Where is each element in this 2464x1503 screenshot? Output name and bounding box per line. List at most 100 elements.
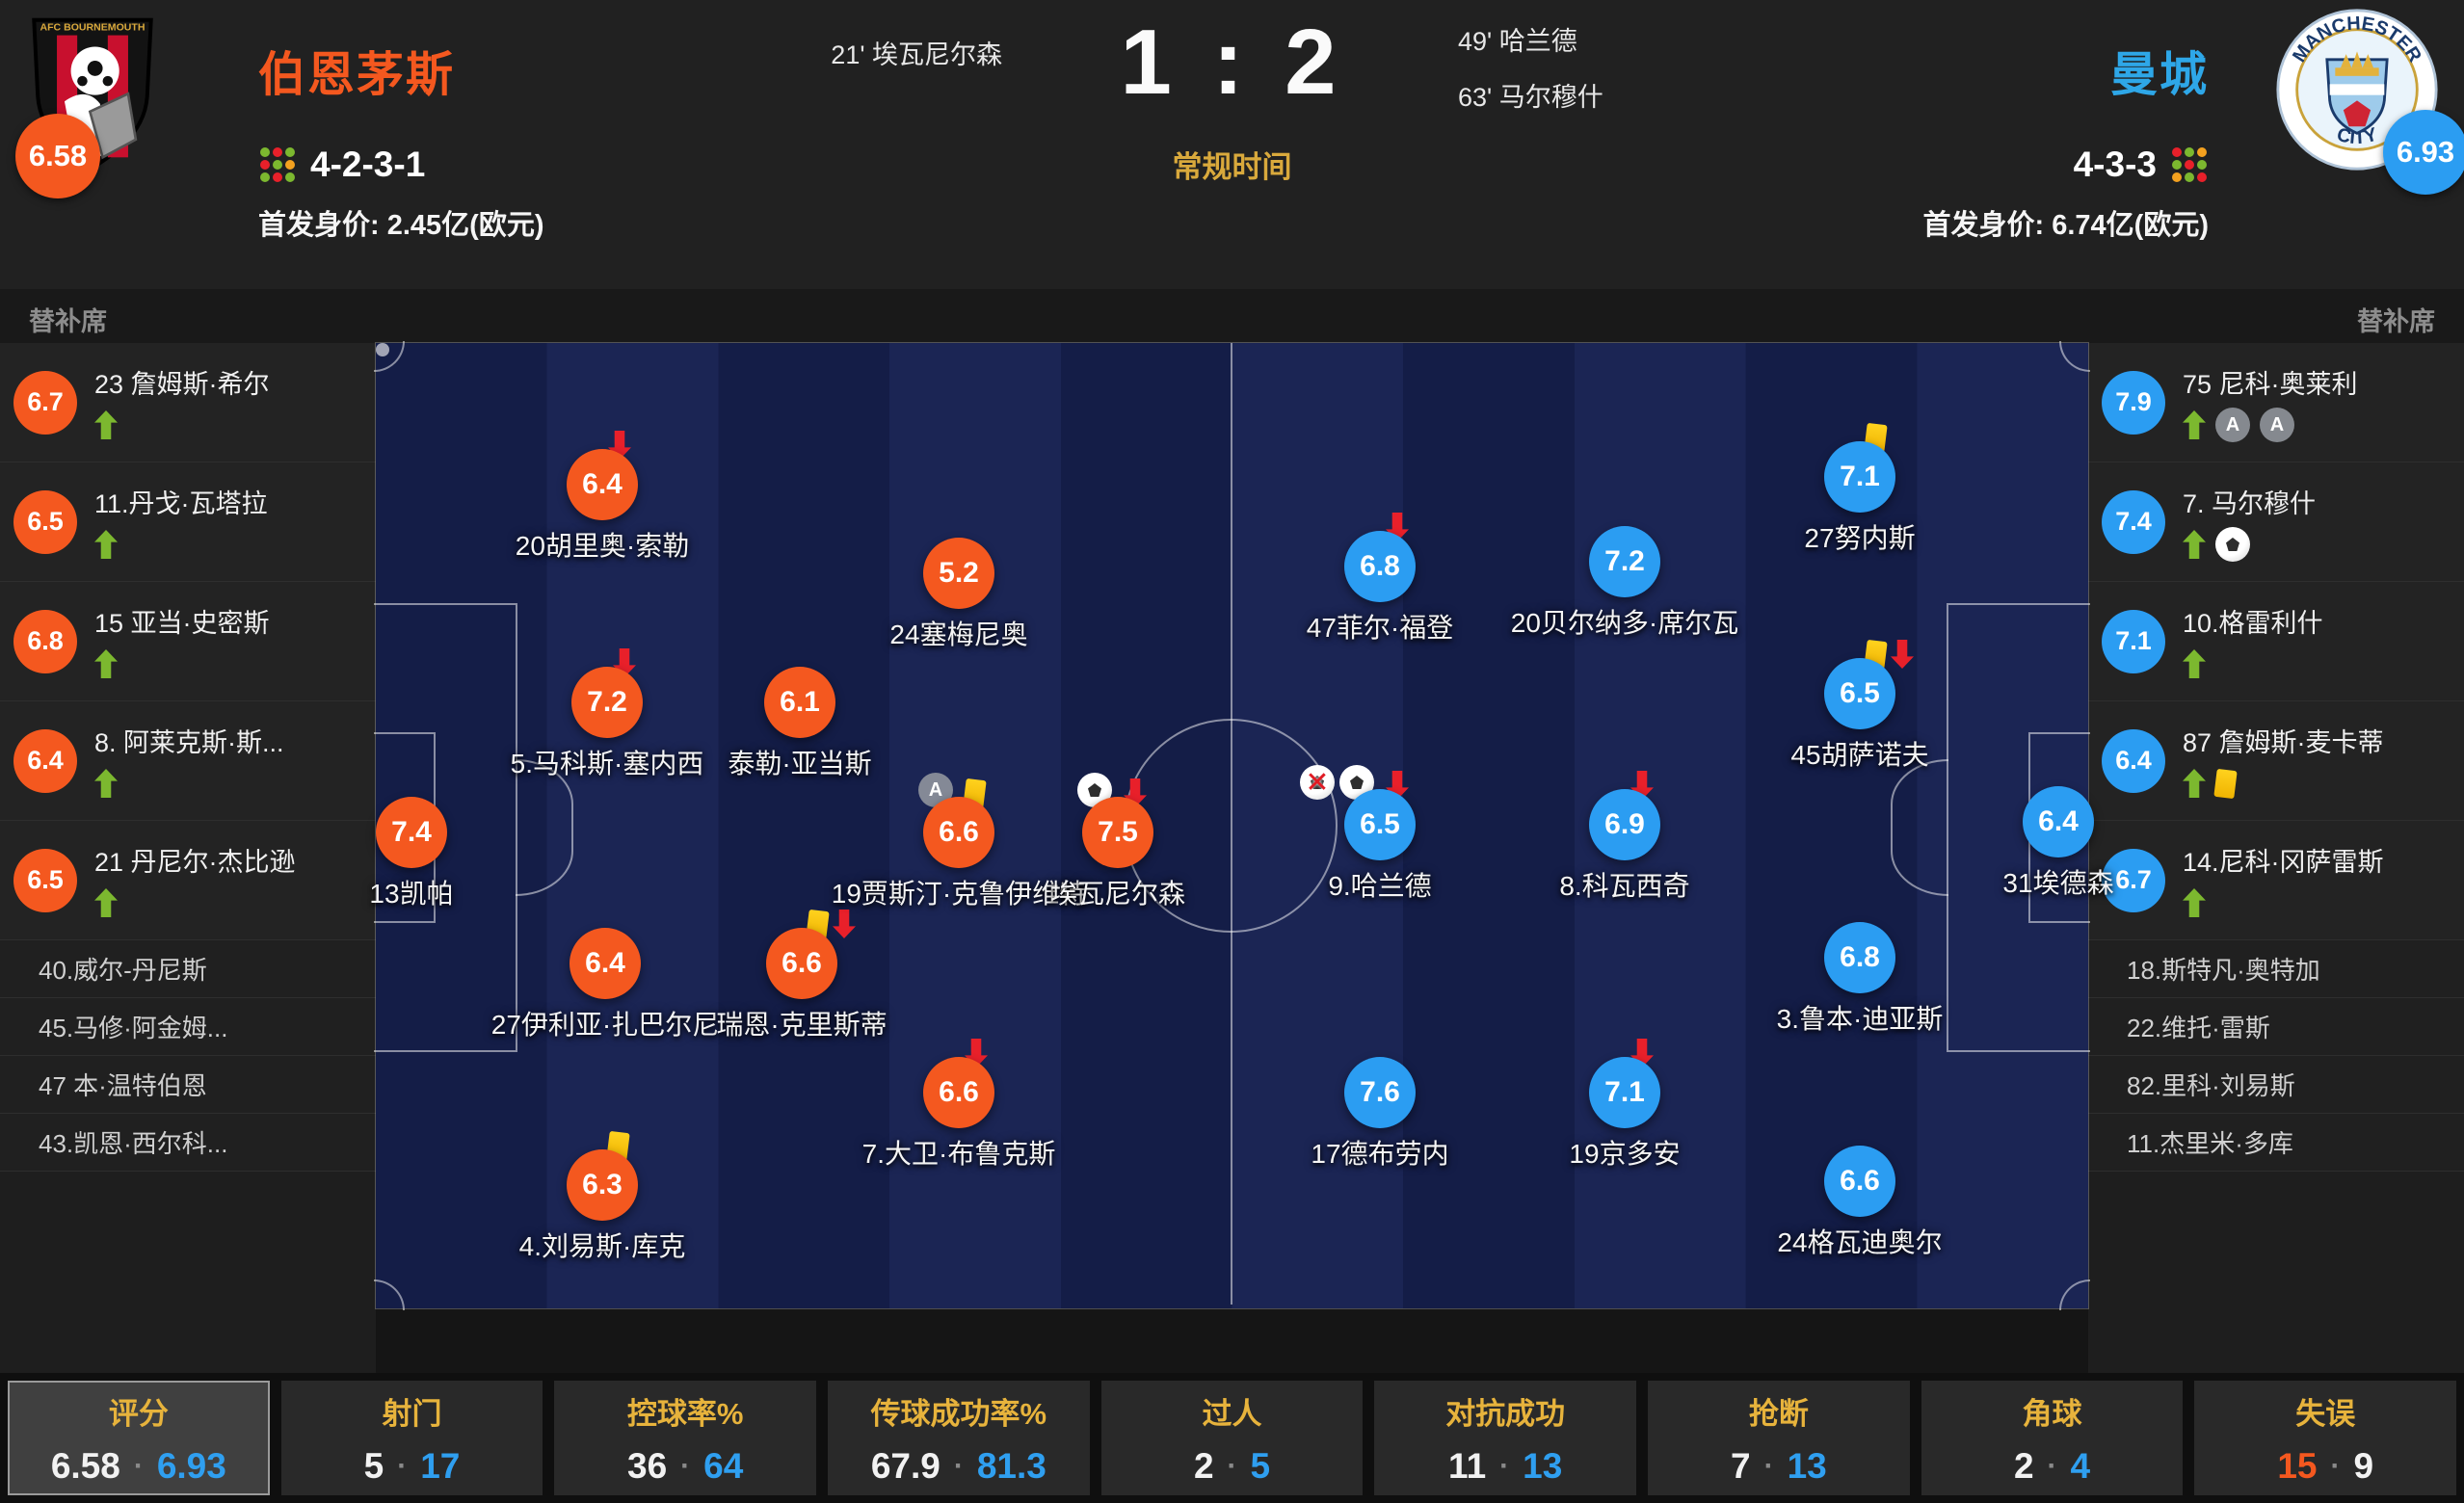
player-rating-circle[interactable]: 6.3 bbox=[567, 1149, 638, 1221]
bench-player-row[interactable]: 40.威尔-丹尼斯 bbox=[0, 940, 376, 998]
bench-player-row[interactable]: 22.维托·雷斯 bbox=[2088, 998, 2464, 1056]
stat-values: 5 · 17 bbox=[364, 1446, 461, 1487]
stat-cell-角球[interactable]: 角球 2 · 4 bbox=[1921, 1381, 2184, 1495]
bench-player-name: 23 詹姆斯·希尔 bbox=[94, 370, 270, 399]
player-rating-circle[interactable]: 6.6 bbox=[923, 797, 994, 868]
player-rating-circle[interactable]: 6.8 bbox=[1344, 531, 1416, 602]
sub-on-arrow-icon bbox=[94, 530, 118, 559]
away-formation-icon bbox=[2172, 147, 2207, 182]
bench-player-row[interactable]: 6.4 87 詹姆斯·麦卡蒂 bbox=[2088, 701, 2464, 821]
stat-separator-dot: · bbox=[680, 1450, 691, 1482]
player-rating-circle[interactable]: 6.6 bbox=[1824, 1146, 1895, 1217]
bench-player-events bbox=[94, 767, 284, 800]
bench-player-row[interactable]: 7.4 7. 马尔穆什 bbox=[2088, 462, 2464, 582]
bench-player-info: 82.里科·刘易斯 bbox=[2127, 1067, 2295, 1102]
assist-icon bbox=[2215, 408, 2250, 442]
home-formation-row: 4-2-3-1 bbox=[258, 145, 425, 185]
bench-player-row[interactable]: 45.马修·阿金姆... bbox=[0, 998, 376, 1056]
player-rating-circle[interactable]: 7.1 bbox=[1824, 441, 1895, 513]
bench-player-row[interactable]: 43.凯恩·西尔科... bbox=[0, 1114, 376, 1172]
bench-player-rating: 7.1 bbox=[2102, 609, 2165, 673]
bench-player-row[interactable]: 6.8 15 亚当·史密斯 bbox=[0, 582, 376, 701]
bench-player-row[interactable]: 82.里科·刘易斯 bbox=[2088, 1056, 2464, 1114]
player-name: 4.刘易斯·库克 bbox=[518, 1231, 686, 1261]
home-team-name[interactable]: 伯恩茅斯 bbox=[258, 49, 456, 101]
player-name: 5.马科斯·塞内西 bbox=[510, 749, 704, 778]
pitch: 7.4 13凯帕 6.4 20胡里奥·索勒 7.2 5.马科斯·塞内西 6.4 27伊利亚·扎… bbox=[369, 341, 2114, 1310]
away-formation-text: 4-3-3 bbox=[2073, 145, 2157, 184]
stat-home-value: 67.9 bbox=[870, 1446, 941, 1486]
stat-cell-抢断[interactable]: 抢断 7 · 13 bbox=[1648, 1381, 1910, 1495]
player-rating-circle[interactable]: 6.9 bbox=[1589, 789, 1660, 860]
player-rating-circle[interactable]: 7.5 bbox=[1082, 797, 1153, 868]
stat-away-value: 17 bbox=[420, 1446, 461, 1486]
stat-cell-失误[interactable]: 失误 15 · 9 bbox=[2194, 1381, 2457, 1495]
player-rating-circle[interactable]: 6.5 bbox=[1824, 658, 1895, 729]
penalty-arc-right bbox=[1891, 759, 1948, 896]
bench-player-row[interactable]: 6.4 8. 阿莱克斯·斯... bbox=[0, 701, 376, 821]
stat-cell-传球成功率%[interactable]: 传球成功率% 67.9 · 81.3 bbox=[828, 1381, 1090, 1495]
bench-player-row[interactable]: 7.1 10.格雷利什 bbox=[2088, 582, 2464, 701]
home-formation-icon bbox=[260, 147, 295, 182]
bench-player-name: 45.马修·阿金姆... bbox=[39, 1014, 228, 1042]
player-rating-circle[interactable]: 7.1 bbox=[1589, 1057, 1660, 1128]
bench-player-row[interactable]: 11.杰里米·多库 bbox=[2088, 1114, 2464, 1172]
player-rating-circle[interactable]: 7.2 bbox=[571, 667, 643, 738]
stat-cell-评分[interactable]: 评分 6.58 · 6.93 bbox=[8, 1381, 270, 1495]
stat-values: 67.9 · 81.3 bbox=[871, 1446, 1047, 1487]
player-name: 24塞梅尼奥 bbox=[889, 620, 1028, 649]
player-rating-circle[interactable]: 6.6 bbox=[923, 1057, 994, 1128]
stat-values: 2 · 5 bbox=[1194, 1446, 1270, 1487]
bench-player-rating: 7.4 bbox=[2102, 489, 2165, 554]
player-rating-circle[interactable]: 6.6 bbox=[766, 928, 837, 999]
bench-player-row[interactable]: 6.5 11.丹戈·瓦塔拉 bbox=[0, 462, 376, 582]
sub-on-arrow-icon bbox=[94, 888, 118, 917]
home-formation-text: 4-2-3-1 bbox=[310, 145, 426, 184]
away-bench-list: 7.9 75 尼科·奥莱利 7.4 7. 马尔穆什 7.1 10.格雷利什 6.4 87 詹姆… bbox=[2088, 343, 2464, 1373]
player-rating-circle[interactable]: 5.2 bbox=[923, 538, 994, 609]
player-rating-circle[interactable]: 7.2 bbox=[1589, 526, 1660, 597]
bench-player-name: 11.杰里米·多库 bbox=[2127, 1129, 2293, 1158]
player-rating-circle[interactable]: 6.5 bbox=[1344, 789, 1416, 860]
bench-player-row[interactable]: 6.5 21 丹尼尔·杰比逊 bbox=[0, 821, 376, 940]
stat-separator-dot: · bbox=[133, 1450, 144, 1482]
player-name: 泰勒·亚当斯 bbox=[728, 749, 872, 778]
bench-player-row[interactable]: 6.7 23 詹姆斯·希尔 bbox=[0, 343, 376, 462]
bench-player-name: 15 亚当·史密斯 bbox=[94, 609, 270, 638]
bench-player-info: 87 詹姆斯·麦卡蒂 bbox=[2183, 722, 2384, 800]
bench-player-row[interactable]: 7.9 75 尼科·奥莱利 bbox=[2088, 343, 2464, 462]
stat-cell-射门[interactable]: 射门 5 · 17 bbox=[280, 1381, 543, 1495]
home-team-rating-badge: 6.58 bbox=[15, 114, 100, 198]
bench-player-name: 22.维托·雷斯 bbox=[2127, 1014, 2270, 1042]
bench-player-info: 47 本·温特伯恩 bbox=[39, 1067, 207, 1102]
bench-player-events bbox=[2183, 767, 2384, 800]
stat-separator-dot: · bbox=[1499, 1450, 1510, 1482]
stat-cell-对抗成功[interactable]: 对抗成功 11 · 13 bbox=[1374, 1381, 1637, 1495]
away-team-logo[interactable]: MANCHESTER CITY bbox=[2275, 8, 2439, 171]
player-name: 瑞恩·克里斯蒂 bbox=[716, 1010, 888, 1040]
player-rating-circle[interactable]: 7.6 bbox=[1344, 1057, 1416, 1128]
bench-player-info: 22.维托·雷斯 bbox=[2127, 1009, 2270, 1044]
bench-player-name: 7. 马尔穆什 bbox=[2183, 489, 2317, 518]
stat-cell-过人[interactable]: 过人 2 · 5 bbox=[1100, 1381, 1364, 1495]
player-rating-circle[interactable]: 6.1 bbox=[764, 667, 835, 738]
stat-home-value: 5 bbox=[363, 1446, 384, 1486]
away-team-name[interactable]: 曼城 bbox=[2109, 49, 2209, 101]
sub-on-arrow-icon bbox=[2183, 530, 2206, 559]
bench-player-row[interactable]: 6.7 14.尼科·冈萨雷斯 bbox=[2088, 821, 2464, 940]
player-rating-circle[interactable]: 6.8 bbox=[1824, 922, 1895, 993]
stat-cell-控球率%[interactable]: 控球率% 36 · 64 bbox=[554, 1381, 817, 1495]
sub-on-arrow-icon bbox=[94, 410, 118, 439]
player-rating-circle[interactable]: 6.4 bbox=[2023, 786, 2094, 857]
player-rating-circle[interactable]: 6.4 bbox=[567, 449, 638, 520]
bench-player-row[interactable]: 18.斯特凡·奥特加 bbox=[2088, 940, 2464, 998]
bench-player-events bbox=[94, 528, 268, 561]
player-name: 27伊利亚·扎巴尔尼 bbox=[490, 1010, 720, 1040]
player-rating-circle[interactable]: 7.4 bbox=[376, 797, 447, 868]
player-name: 19贾斯汀·克鲁伊维特 bbox=[831, 879, 1087, 909]
player-rating-circle[interactable]: 6.4 bbox=[570, 928, 641, 999]
stat-label: 传球成功率% bbox=[870, 1397, 1047, 1431]
stat-away-value: 13 bbox=[1787, 1446, 1827, 1486]
bench-player-row[interactable]: 47 本·温特伯恩 bbox=[0, 1056, 376, 1114]
